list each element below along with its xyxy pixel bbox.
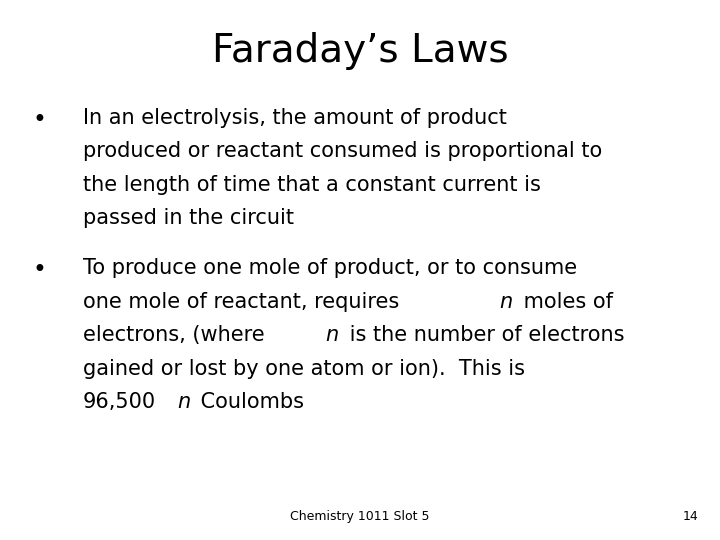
Text: •: • (32, 108, 47, 132)
Text: passed in the circuit: passed in the circuit (83, 208, 294, 228)
Text: 14: 14 (683, 510, 698, 523)
Text: moles of: moles of (516, 292, 613, 312)
Text: is the number of electrons: is the number of electrons (343, 325, 624, 345)
Text: one mole of reactant, requires: one mole of reactant, requires (83, 292, 405, 312)
Text: electrons, (where: electrons, (where (83, 325, 271, 345)
Text: gained or lost by one atom or ion).  This is: gained or lost by one atom or ion). This… (83, 359, 525, 379)
Text: n: n (325, 325, 339, 345)
Text: •: • (32, 258, 47, 282)
Text: n: n (500, 292, 513, 312)
Text: To produce one mole of product, or to consume: To produce one mole of product, or to co… (83, 258, 577, 278)
Text: Chemistry 1011 Slot 5: Chemistry 1011 Slot 5 (290, 510, 430, 523)
Text: the length of time that a constant current is: the length of time that a constant curre… (83, 175, 541, 195)
Text: 96,500: 96,500 (83, 392, 156, 412)
Text: produced or reactant consumed is proportional to: produced or reactant consumed is proport… (83, 141, 602, 161)
Text: Faraday’s Laws: Faraday’s Laws (212, 32, 508, 70)
Text: Coulombs: Coulombs (194, 392, 305, 412)
Text: n: n (177, 392, 190, 412)
Text: In an electrolysis, the amount of product: In an electrolysis, the amount of produc… (83, 108, 507, 128)
